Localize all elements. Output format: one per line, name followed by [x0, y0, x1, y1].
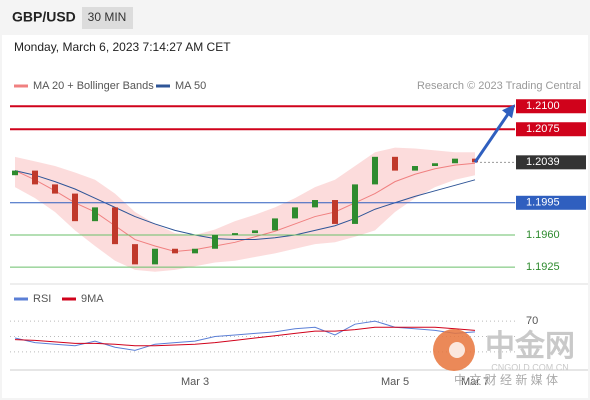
candle [332, 200, 338, 224]
level-badge [516, 99, 586, 114]
rsi-ma-line [14, 326, 476, 347]
x-tick-label: Mar 5 [381, 376, 409, 388]
interval-badge [82, 7, 133, 29]
legend-label: MA 20 + Bollinger Bands [33, 80, 154, 92]
rsi-tick-label: 70 [526, 315, 538, 327]
forecast-arrowhead [502, 104, 515, 119]
watermark-logo [449, 342, 465, 358]
candle [192, 248, 198, 254]
timestamp: Monday, March 6, 2023 7:14:27 AM CET [14, 40, 231, 54]
legend-label: RSI [33, 293, 51, 305]
candle [12, 170, 18, 176]
interval: 30 MIN [88, 10, 127, 24]
level-label: 1.1925 [526, 261, 560, 273]
candle [152, 248, 158, 265]
candle [392, 156, 398, 171]
candle [72, 193, 78, 222]
legend-label: 9MA [81, 293, 104, 305]
candle [272, 218, 278, 231]
level-label: 1.1960 [526, 229, 560, 241]
candle [172, 248, 178, 254]
candle [132, 244, 138, 265]
candle [252, 230, 258, 234]
x-tick-label: Mar 3 [181, 376, 209, 388]
candle [452, 158, 458, 164]
level-label: 1.2039 [526, 156, 560, 168]
candle [372, 156, 378, 185]
level-badge [516, 195, 586, 210]
watermark-slogan: 中 文 财 经 新 媒 体 [454, 372, 558, 387]
x-tick-label: Mar 7 [461, 376, 489, 388]
watermark-url: CNGOLD.COM.CN [491, 362, 569, 372]
ma50-line [14, 170, 476, 241]
candle [312, 200, 318, 208]
candle [232, 233, 238, 235]
forecast-arrow [473, 107, 514, 164]
level-badge [516, 122, 586, 137]
symbol: GBP/USD [12, 9, 76, 25]
level-label: 1.2100 [526, 100, 560, 112]
legend-label: MA 50 [175, 80, 206, 92]
candle [112, 207, 118, 245]
candle [32, 170, 38, 185]
credit: Research © 2023 Trading Central [417, 80, 581, 92]
candle [52, 184, 58, 194]
candle [292, 207, 298, 219]
level-badge [516, 155, 586, 170]
candle [92, 207, 98, 222]
bollinger-band [15, 147, 475, 272]
watermark: 中金网 [485, 329, 575, 363]
candle [412, 166, 418, 171]
candle [212, 234, 218, 249]
level-label: 1.1995 [526, 197, 560, 209]
candle [432, 163, 438, 167]
level-label: 1.2075 [526, 123, 560, 135]
candle [352, 184, 358, 224]
